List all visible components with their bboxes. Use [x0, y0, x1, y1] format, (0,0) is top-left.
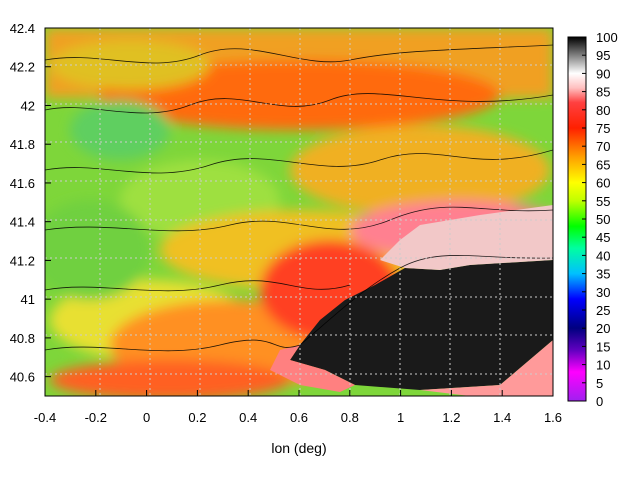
colorbar-tick-label: 0: [596, 394, 603, 409]
y-tick-label: 42: [21, 98, 35, 113]
y-tick-label: 40.8: [10, 331, 35, 346]
y-tick-label: 41.2: [10, 253, 35, 268]
colorbar-tick-label: 55: [596, 194, 610, 209]
colorbar-tick-label: 40: [596, 248, 610, 263]
x-tick-label: 0: [143, 410, 150, 425]
colorbar-ticks: 0 5 10 15 20 25 30 35 40 45 50 55 60 65 70 75 80 85 90 95 10…: [582, 30, 618, 409]
y-tick-label: 41.8: [10, 137, 35, 152]
x-tick-label: 1: [397, 410, 404, 425]
y-tick-label: 42.2: [10, 60, 35, 75]
colorbar-tick-label: 30: [596, 285, 610, 300]
colorbar-tick-label: 95: [596, 48, 610, 63]
x-tick-label: 1.6: [544, 410, 562, 425]
colorbar-tick-label: 70: [596, 139, 610, 154]
colorbar-tick-label: 15: [596, 339, 610, 354]
colorbar-tick-label: 80: [596, 103, 610, 118]
y-axis-ticks: 40.6 40.8 41 41.2 41.4 41.6 41.8 42 42.2 42.4: [10, 21, 51, 385]
y-tick-label: 41.4: [10, 215, 35, 230]
colorbar-tick-label: 60: [596, 176, 610, 191]
colorbar-tick-label: 65: [596, 157, 610, 172]
sea-region: [290, 260, 553, 390]
x-tick-label: 1.4: [493, 410, 511, 425]
colorbar-tick-label: 50: [596, 212, 610, 227]
x-axis-label: lon (deg): [271, 440, 326, 456]
heatmap-plot: [45, 28, 553, 396]
colorbar-tick-label: 25: [596, 303, 610, 318]
x-tick-label: 0.4: [239, 410, 257, 425]
y-tick-label: 42.4: [10, 21, 35, 36]
y-tick-label: 40.6: [10, 370, 35, 385]
x-tick-label: 0.8: [341, 410, 359, 425]
colorbar-tick-label: 45: [596, 230, 610, 245]
y-tick-label: 41.6: [10, 176, 35, 191]
colorbar-tick-label: 5: [596, 376, 603, 391]
x-tick-label: 1.2: [442, 410, 460, 425]
x-axis-ticks: -0.4 -0.2 0 0.2 0.4 0.6 0.8 1 1.2 1.4 1.6: [34, 390, 562, 425]
colorbar-tick-label: 100: [596, 30, 618, 45]
x-tick-label: -0.2: [85, 410, 107, 425]
x-tick-label: 0.6: [290, 410, 308, 425]
colorbar-tick-label: 10: [596, 358, 610, 373]
y-tick-label: 41: [21, 292, 35, 307]
colorbar-tick-label: 85: [596, 85, 610, 100]
x-tick-label: 0.2: [188, 410, 206, 425]
colorbar-tick-label: 90: [596, 66, 610, 81]
colorbar-tick-label: 75: [596, 121, 610, 136]
x-tick-label: -0.4: [34, 410, 56, 425]
colorbar-tick-label: 20: [596, 321, 610, 336]
colorbar-tick-label: 35: [596, 267, 610, 282]
